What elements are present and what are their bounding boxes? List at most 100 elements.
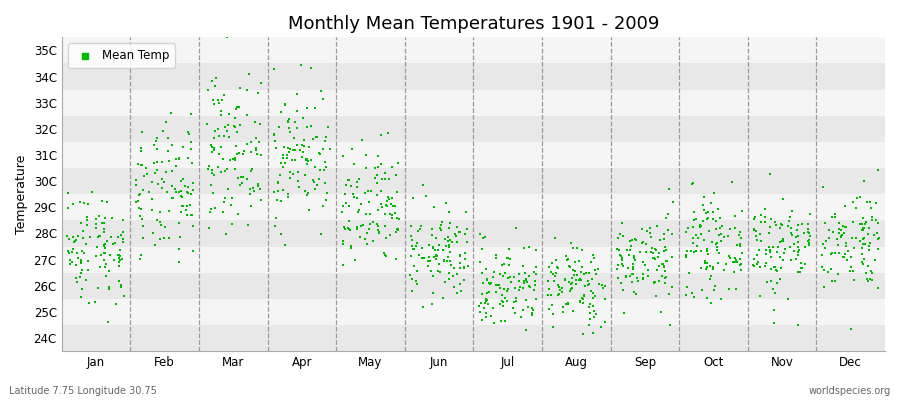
Point (150, 167, 165, 173)
Point (281, 194, 295, 200)
Point (172, 155, 186, 162)
Point (589, 311, 603, 317)
Point (687, 294, 701, 301)
Point (237, 148, 251, 154)
Point (723, 255, 737, 261)
Point (696, 218, 710, 224)
Point (528, 278, 543, 285)
Text: worldspecies.org: worldspecies.org (809, 386, 891, 396)
Point (370, 172, 384, 178)
Point (438, 242, 453, 249)
Point (763, 254, 778, 260)
Point (647, 279, 662, 285)
Point (711, 250, 725, 256)
Point (634, 226, 649, 232)
Point (788, 234, 803, 240)
Point (61, 236, 76, 242)
Point (791, 244, 806, 250)
Point (150, 217, 165, 224)
Point (615, 255, 629, 261)
Point (294, 62, 309, 68)
Point (91, 234, 105, 240)
Point (773, 224, 788, 231)
Point (591, 281, 606, 287)
Point (293, 146, 308, 153)
Point (346, 161, 361, 167)
Point (280, 155, 294, 161)
Point (89, 244, 104, 250)
Point (350, 226, 365, 232)
Point (699, 264, 714, 270)
Point (405, 242, 419, 249)
Point (498, 295, 512, 301)
Point (430, 268, 445, 274)
Point (734, 261, 749, 267)
Point (698, 266, 713, 272)
Point (249, 135, 264, 142)
Point (493, 301, 508, 308)
Point (60, 204, 75, 211)
Point (680, 225, 695, 232)
Point (727, 258, 742, 265)
Point (403, 272, 418, 278)
Point (291, 91, 305, 98)
Point (134, 161, 148, 168)
Point (130, 177, 144, 184)
Point (761, 243, 776, 250)
Point (490, 252, 504, 258)
Point (254, 197, 268, 204)
Point (514, 314, 528, 320)
Point (458, 231, 473, 238)
Point (312, 150, 327, 157)
Point (577, 270, 591, 277)
Point (615, 257, 629, 263)
Point (220, 128, 235, 134)
Point (214, 108, 229, 114)
Point (578, 283, 592, 289)
Point (749, 233, 763, 239)
Point (204, 205, 219, 212)
Point (297, 137, 311, 143)
Point (769, 266, 783, 273)
Point (796, 230, 811, 236)
Point (73, 274, 87, 280)
Point (775, 238, 789, 245)
Bar (62, 325, 885, 351)
Point (527, 268, 542, 275)
Point (752, 247, 767, 254)
Point (440, 258, 454, 264)
Point (389, 172, 403, 178)
Point (418, 193, 433, 199)
Point (301, 161, 315, 167)
Point (479, 266, 493, 272)
Point (870, 246, 885, 252)
Point (783, 214, 797, 220)
Point (652, 263, 666, 269)
Point (165, 142, 179, 148)
Point (243, 186, 257, 192)
Point (747, 216, 761, 222)
Point (304, 64, 319, 71)
Point (790, 238, 805, 245)
Point (565, 267, 580, 273)
Point (174, 209, 188, 216)
Point (768, 219, 782, 225)
Point (629, 275, 643, 281)
Point (253, 185, 267, 192)
Point (151, 181, 166, 187)
Point (580, 278, 595, 284)
Point (212, 96, 226, 103)
Point (473, 299, 488, 306)
Point (391, 226, 405, 232)
Point (540, 292, 554, 298)
Point (290, 142, 304, 149)
Point (508, 298, 523, 304)
Point (176, 144, 191, 150)
Point (131, 161, 146, 167)
Point (791, 247, 806, 253)
Point (380, 197, 394, 204)
Point (93, 233, 107, 240)
Point (861, 231, 876, 238)
Point (853, 220, 868, 227)
Point (643, 230, 657, 236)
